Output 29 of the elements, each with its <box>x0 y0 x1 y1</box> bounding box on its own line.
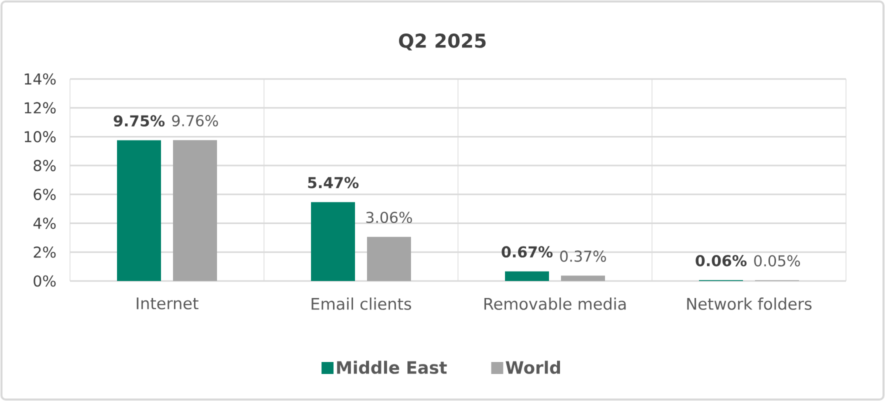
legend-label: World <box>506 360 560 374</box>
data-label: 9.75% <box>114 115 165 127</box>
x-tick-label: Email clients <box>312 298 412 310</box>
x-tick-label: Network folders <box>687 298 812 310</box>
x-tick-label: Removable media <box>484 298 626 310</box>
y-tick-label: 14% <box>24 73 56 85</box>
bar <box>367 236 412 281</box>
bar <box>505 271 549 281</box>
y-tick-label: 12% <box>24 102 56 114</box>
bar <box>173 140 218 281</box>
y-tick-label: 6% <box>34 188 56 200</box>
y-tick-label: 2% <box>34 246 56 258</box>
y-tick-label: 10% <box>24 131 56 142</box>
y-tick-label: 4% <box>33 218 56 229</box>
data-label: 0.05% <box>754 255 800 266</box>
data-label: 5.47% <box>308 176 359 188</box>
data-label: 0.67% <box>502 246 553 258</box>
data-label: 0.06% <box>696 254 747 266</box>
data-label: 9.76% <box>172 115 218 126</box>
bar <box>561 276 605 281</box>
y-tick-label: 8% <box>34 160 56 172</box>
x-tick-label: Internet <box>136 298 198 310</box>
bar <box>117 140 162 281</box>
y-tick-label: 0% <box>34 275 56 287</box>
legend-label: Middle East <box>337 360 447 374</box>
bar <box>311 202 356 281</box>
data-label: 3.06% <box>366 212 412 224</box>
data-label: 0.37% <box>560 250 606 262</box>
chart-title: Q2 2025 <box>399 34 486 50</box>
